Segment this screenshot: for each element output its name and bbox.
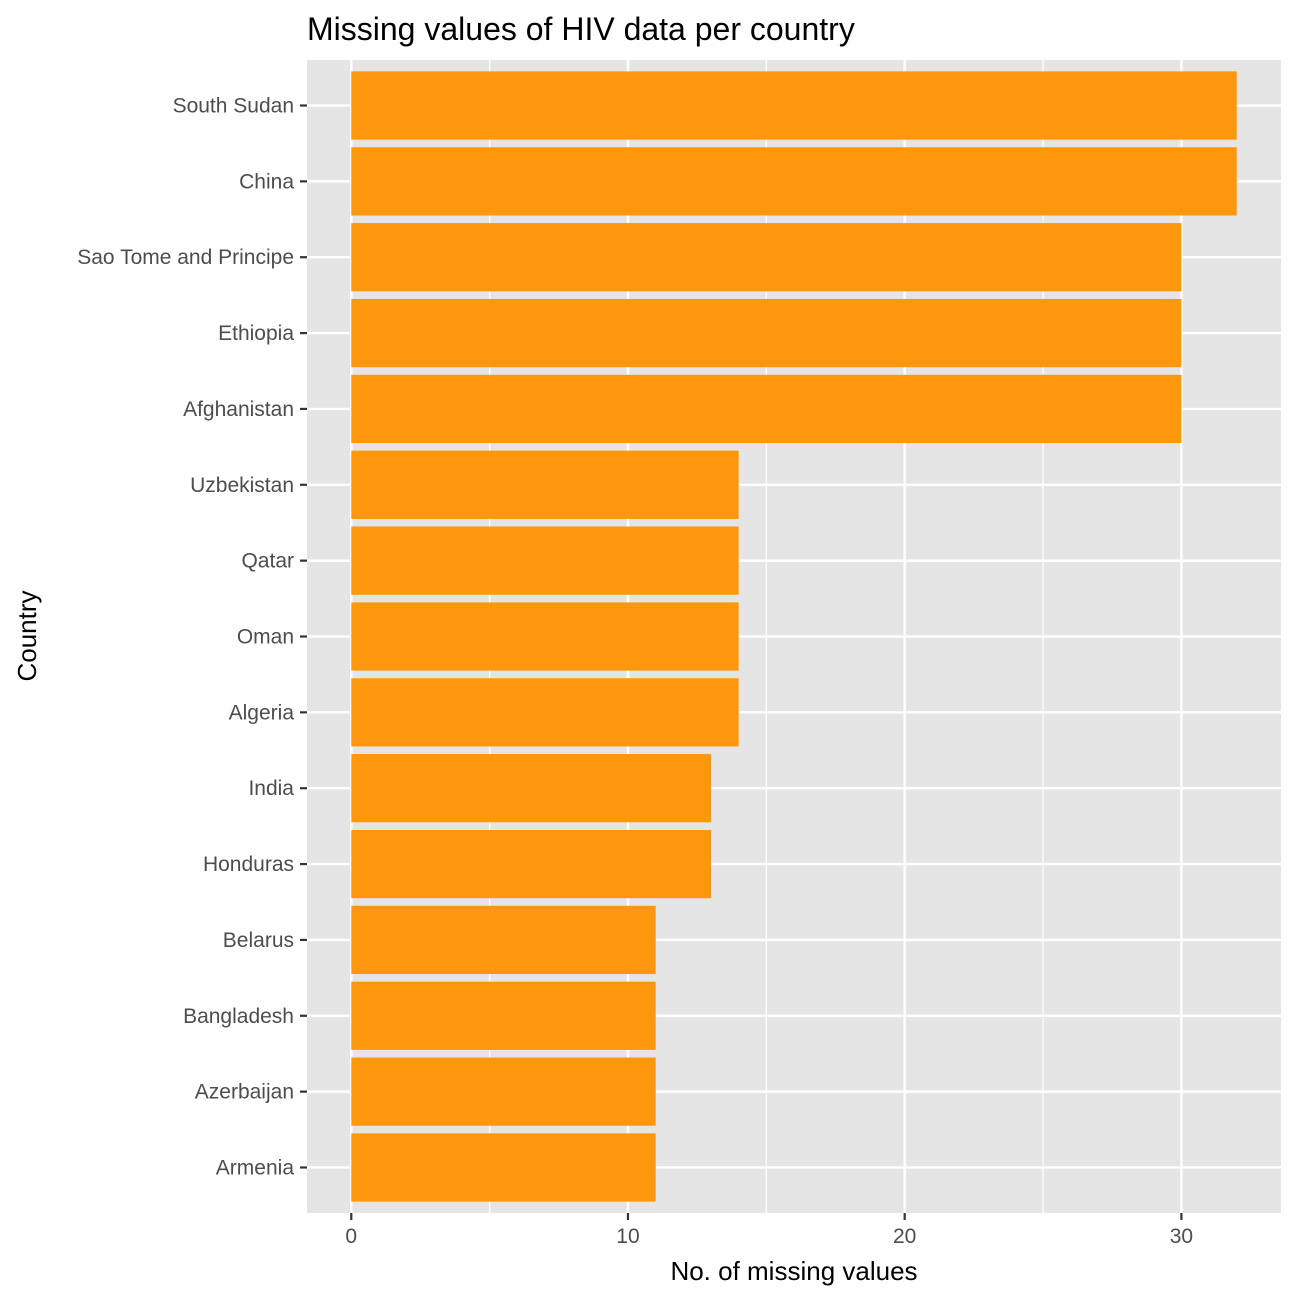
x-axis-title: No. of missing values [670,1256,917,1286]
y-tick-label: Oman [237,626,294,649]
y-tick-label: Azerbaijan [195,1081,294,1104]
bar [351,678,739,747]
x-axis: 0 10 20 30 [345,1213,1193,1248]
y-tick-label: South Sudan [173,95,294,118]
y-tick-label: Armenia [216,1156,295,1179]
bar [351,526,739,595]
y-tick-label: Honduras [203,853,294,876]
bar [351,1057,656,1126]
bar [351,147,1237,216]
y-tick-label: Sao Tome and Principe [77,246,294,269]
bar [351,298,1182,368]
bar [351,223,1182,292]
x-tick-label: 20 [893,1225,916,1248]
y-tick-label: Qatar [241,550,294,573]
bar [351,829,711,899]
y-tick-label: China [239,170,294,193]
chart-title: Missing values of HIV data per country [307,11,855,47]
bar [351,905,656,975]
y-tick-label: Belarus [223,929,294,952]
x-tick-label: 30 [1170,1225,1193,1248]
y-axis: South Sudan China Sao Tome and Principe Eth… [77,95,307,1179]
bar [351,450,739,519]
bar [351,1133,656,1202]
y-tick-label: Ethiopia [218,322,294,345]
bars [351,71,1237,1202]
y-tick-label: Bangladesh [183,1005,294,1028]
y-tick-label: Algeria [229,701,295,724]
y-tick-label: Afghanistan [183,398,294,421]
bar [351,374,1182,444]
y-axis-title: Country [12,590,42,681]
bar [351,754,711,823]
bar [351,71,1237,140]
y-tick-label: Uzbekistan [190,474,294,497]
bar [351,602,739,671]
x-tick-label: 10 [616,1225,639,1248]
x-tick-label: 0 [345,1225,357,1248]
y-tick-label: India [248,777,294,800]
bar [351,981,656,1050]
